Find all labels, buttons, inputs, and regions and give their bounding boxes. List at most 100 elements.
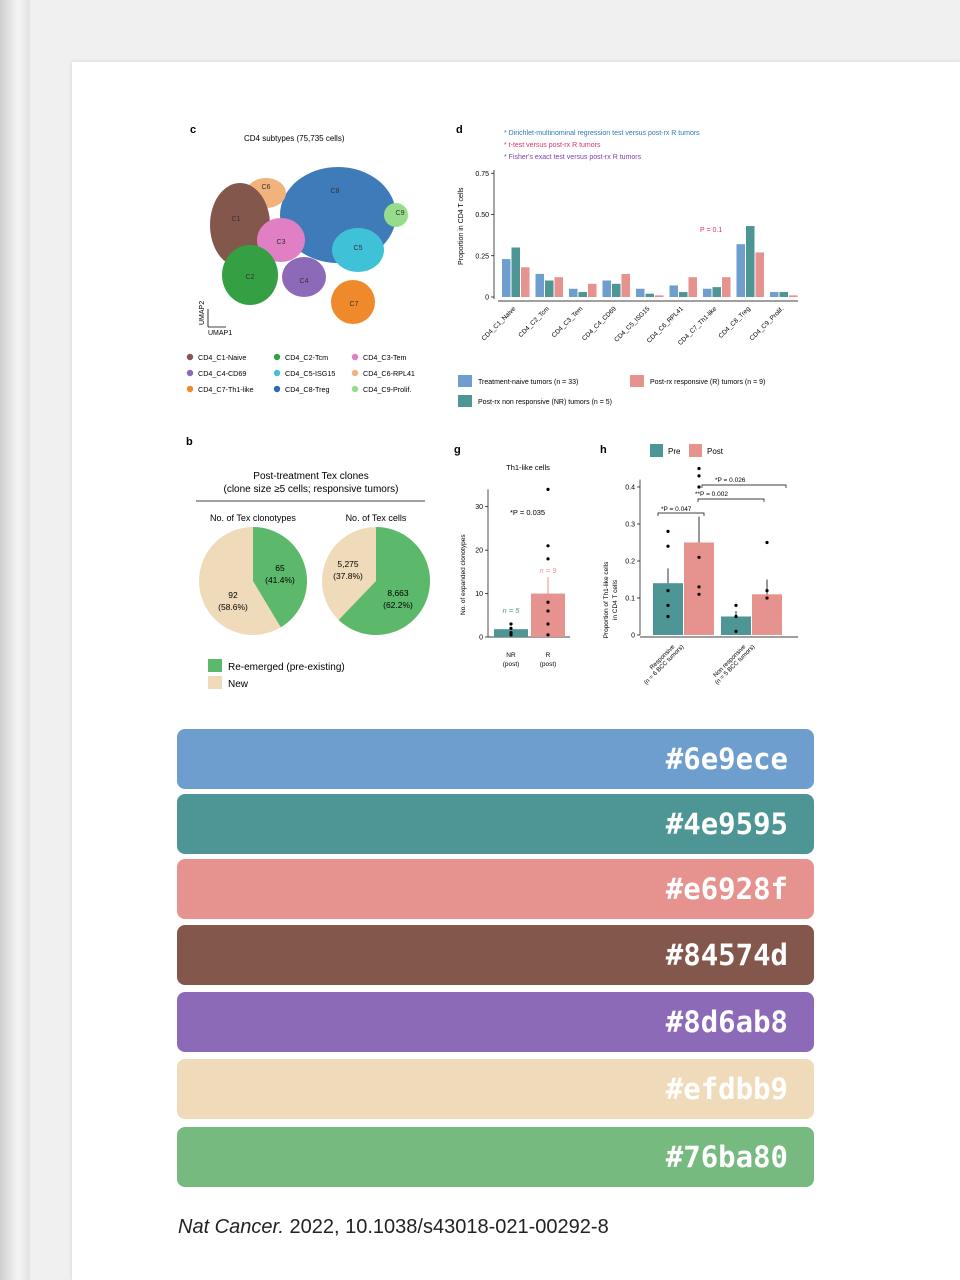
umap-legend: CD4_C1-Naive CD4_C2-Tcm CD4_C3-Tem CD4_C… xyxy=(186,353,415,394)
panel-h-dot xyxy=(666,603,670,607)
color-swatch-teal: #4e9595 xyxy=(177,794,814,854)
panel-g-bar xyxy=(531,593,565,637)
pie2-green-value: 8,663 xyxy=(387,588,409,598)
panel-h-ytick-label: 0 xyxy=(631,633,635,640)
panel-d-bar xyxy=(578,292,587,297)
panel-h-letter: h xyxy=(600,444,607,456)
legend-new: New xyxy=(228,679,249,690)
legend-c4: CD4_C4-CD69 xyxy=(198,369,246,378)
panel-g-x2: R xyxy=(546,652,551,659)
umap-label-c5: C5 xyxy=(354,245,363,252)
panel-g-x1: NR xyxy=(506,652,516,659)
umap-label-c1: C1 xyxy=(232,216,241,223)
legend-pre: Pre xyxy=(668,447,681,456)
panel-h-ytick-label: 0.4 xyxy=(625,485,635,492)
color-swatch-purple: #8d6ab8 xyxy=(177,992,814,1052)
legend-post: Post xyxy=(707,447,724,456)
panel-d-x-label: CD4_C4_CD69 xyxy=(581,305,618,342)
pie1-beige-value: 92 xyxy=(228,590,238,600)
panel-h-dot xyxy=(697,466,701,471)
citation: Nat Cancer. 2022, 10.1038/s43018-021-002… xyxy=(178,1216,609,1239)
pie2-beige-value: 5,275 xyxy=(337,559,359,569)
legend-dot-c9 xyxy=(351,385,359,393)
panel-d-x-label: CD4_C8_Treg xyxy=(717,305,752,340)
panel-d-note-3: * Fisher's exact test versus post-rx R t… xyxy=(504,154,642,161)
citation-journal: Nat Cancer. xyxy=(178,1216,284,1238)
panel-d-bar xyxy=(521,267,530,297)
panel-d-bar xyxy=(602,280,611,297)
umap-label-c7: C7 xyxy=(350,301,359,308)
panel-h-dot xyxy=(697,585,701,589)
panel-h-dot xyxy=(697,485,701,489)
panel-h-dot xyxy=(765,540,769,545)
color-swatch-green: #76ba80 xyxy=(177,1127,814,1187)
pie2-beige-pct: (37.8%) xyxy=(333,571,363,581)
panel-g-dot xyxy=(546,633,550,637)
panel-g-ylabel: No. of expanded clonotypes xyxy=(460,534,467,615)
pie1-green-pct: (41.4%) xyxy=(265,575,295,585)
panel-d-ytick-label: 0.50 xyxy=(475,212,489,219)
panel-g-ytick-label: 30 xyxy=(475,504,483,511)
panel-d-bar xyxy=(789,295,798,297)
panel-g-dot xyxy=(546,622,550,626)
umap-cluster-c5 xyxy=(332,228,384,272)
panel-d-x-label: CD4_C1_Naive xyxy=(481,305,518,342)
legend-dot-c7 xyxy=(186,385,194,393)
panel-g-chart: 30 20 10 0 xyxy=(475,487,570,642)
panel-g-ytick-label: 20 xyxy=(475,548,483,555)
umap-label-c2: C2 xyxy=(246,274,255,281)
legend-c2: CD4_C2-Tcm xyxy=(285,353,328,362)
legend-swatch-reemerged xyxy=(208,659,222,672)
panel-d-bar xyxy=(655,295,664,297)
panel-d-bar xyxy=(569,288,578,297)
panel-d-bar xyxy=(645,293,654,297)
panel-g-dot xyxy=(509,626,513,630)
panel-h-ylabel-1: Proportion of Th1-like cells xyxy=(603,561,610,639)
panel-h-bar xyxy=(721,616,751,635)
legend-dot-c4 xyxy=(186,369,194,377)
pie1-beige-pct: (58.6%) xyxy=(218,602,248,612)
legend-c7: CD4_C7-Th1-like xyxy=(198,385,254,394)
panel-d-bar xyxy=(712,287,721,297)
panel-d-ytick-label: 0.25 xyxy=(475,253,489,260)
legend-dot-c8 xyxy=(273,385,281,393)
panel-d-x-labels: CD4_C1_Naive CD4_C2_Tcm CD4_C3_TemCD4_C4_C… xyxy=(481,305,786,347)
panel-c-letter: c xyxy=(190,124,196,136)
umap-label-c6: C6 xyxy=(262,184,271,191)
legend-r: Post-rx responsive (R) tumors (n = 9) xyxy=(650,379,765,386)
panel-d-note-1: * Dirichlet-multinominal regression test… xyxy=(504,130,700,137)
panel-h-p1: *P = 0.047 xyxy=(661,506,692,513)
panel-g-dot xyxy=(509,622,513,626)
pie-slice-reemerged xyxy=(338,527,431,635)
panel-h-sig-bracket xyxy=(697,498,765,502)
viewer-left-edge xyxy=(0,0,30,1280)
umap-axis-x-label: UMAP1 xyxy=(208,330,232,337)
umap-label-c3: C3 xyxy=(277,239,286,246)
panel-d-ytick-label: 0 xyxy=(485,295,489,302)
panel-d-letter: d xyxy=(456,124,463,136)
panel-d-axes: 0.75 0.50 0.25 0 xyxy=(475,169,798,302)
umap-cluster-c9 xyxy=(384,203,408,227)
pie2-title: No. of Tex cells xyxy=(346,513,407,523)
panel-h-dot xyxy=(666,529,670,533)
panel-h-dot xyxy=(734,614,738,619)
panel-h-dot xyxy=(697,592,701,596)
umap-cluster-c7 xyxy=(331,280,375,324)
panel-d-bar xyxy=(636,288,645,297)
legend-c1: CD4_C1-Naive xyxy=(198,353,246,362)
panel-d-bar xyxy=(545,280,554,297)
panel-c-title: CD4 subtypes (75,735 cells) xyxy=(244,134,345,143)
umap-cluster-c3 xyxy=(257,218,305,262)
panel-h-bar xyxy=(752,594,782,635)
color-swatch-salmon: #e6928f xyxy=(177,859,814,919)
figure-panels: c CD4 subtypes (75,735 cells) C1 C2 C3 C… xyxy=(186,124,798,690)
panel-h-ytick-label: 0.2 xyxy=(625,559,635,566)
panel-h-ytick-label: 0.3 xyxy=(625,522,635,529)
panel-g-dot xyxy=(546,557,550,561)
panel-g-dot xyxy=(546,487,550,491)
legend-swatch-pre xyxy=(650,444,663,457)
panel-g-ytick-label: 10 xyxy=(475,591,483,598)
panel-h-sig-bracket xyxy=(701,484,787,488)
panel-d-x-label: CD4_C5_ISG15 xyxy=(613,305,651,343)
legend-c8: CD4_C8-Treg xyxy=(285,385,329,394)
